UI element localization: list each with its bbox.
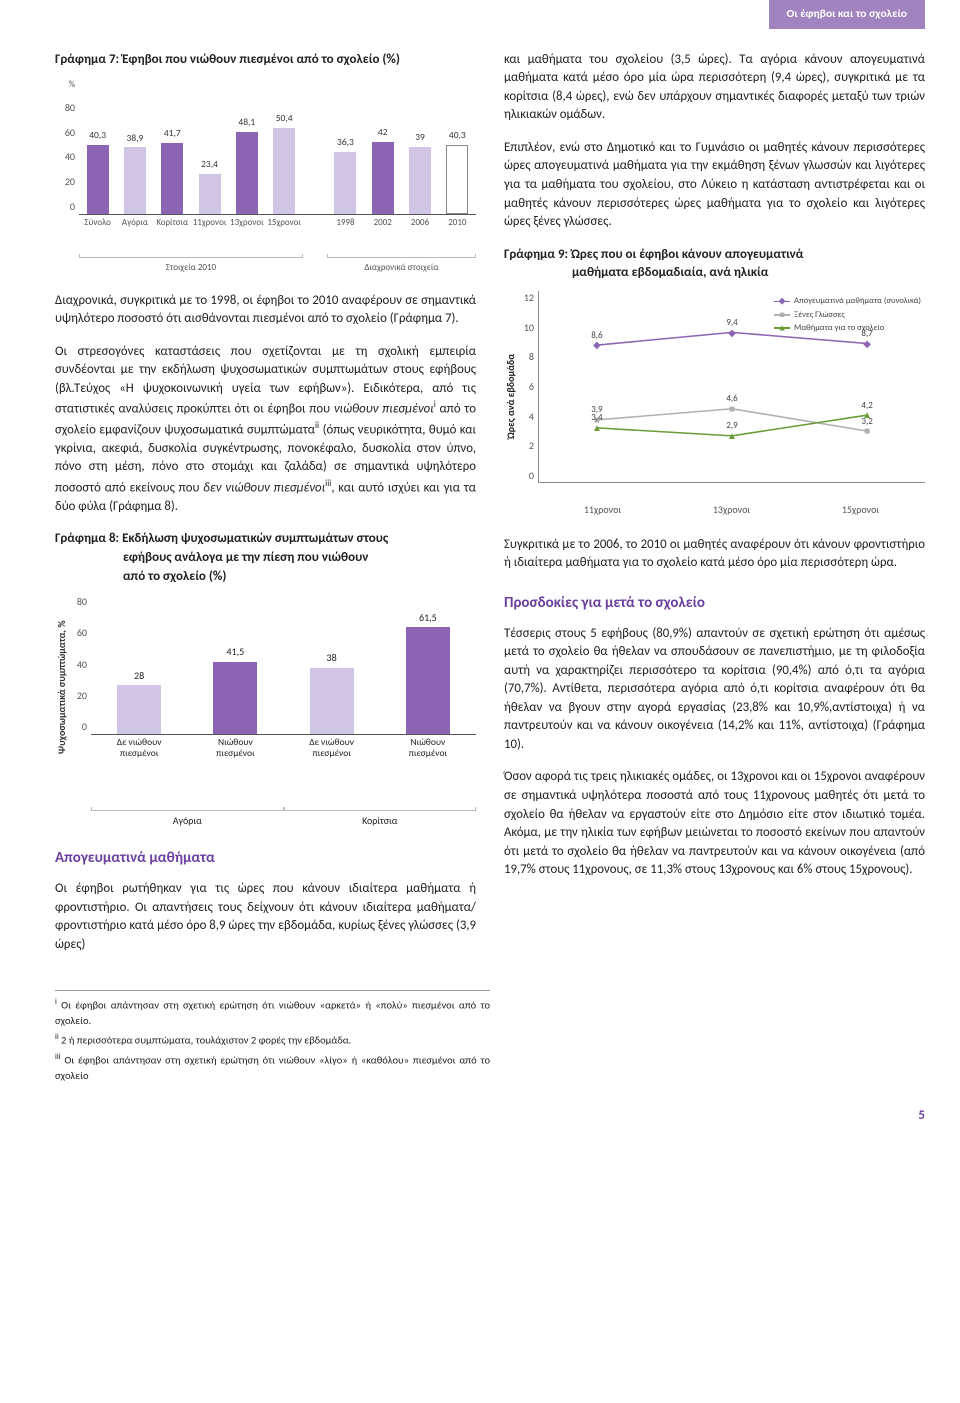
chart7-bar: 40,3Σύνολο [87,78,109,214]
chart8-bar: 41,5Νιώθουνπιεσμένοι [187,595,283,734]
page-number: 5 [55,1107,925,1126]
chart7-bar: 23,411χρονοι [199,78,221,214]
chart7-bar: 422002 [372,78,394,214]
chart8-group-boys: Αγόρια [91,810,284,829]
chart7-bar: 50,415χρονοι [273,78,295,214]
para-r3: Συγκριτικά με το 2006, το 2010 οι μαθητέ… [504,536,925,573]
chart8: Ψυχοσωματικά συμπτώματα, % 80 60 40 20 0… [55,595,476,829]
chart9: Ώρες ανά εβδομάδα 12 10 8 6 4 2 0 ◆Απογε… [504,291,925,518]
para-c7-2: Οι στρεσογόνες καταστάσεις που σχετίζοντ… [55,343,476,517]
para-r1: και μαθήματα του σχολείου (3,5 ώρες). Τα… [504,51,925,125]
chart7-right-label: Διαχρονικά στοιχεία [327,257,476,274]
chart9-title: Γράφημα 9: Ώρες που οι έφηβοι κάνουν απο… [504,246,925,284]
chart8-yaxis: 80 60 40 20 0 [69,595,91,780]
para-afternoon-1: Οι έφηβοι ρωτήθηκαν για τις ώρες που κάν… [55,880,476,954]
left-column: Γράφημα 7: Έφηβοι που νιώθουν πιεσμένοι … [55,51,476,969]
chart8-group-girls: Κορίτσια [284,810,477,829]
chart8-bar: 38Δε νιώθουνπιεσμένοι [284,595,380,734]
chart9-xaxis: 11χρονοι 13χρονοι 15χρονοι [538,503,925,518]
chart7-bar: 40,32010 [446,78,468,214]
chart8-bar: 61,5Νιώθουνπιεσμένοι [380,595,476,734]
chart7-bar: 36,31998 [334,78,356,214]
section-afternoon-title: Απογευματινά μαθήματα [55,848,476,870]
chart9-ylabel: Ώρες ανά εβδομάδα [504,291,518,501]
chart8-title: Γράφημα 8: Εκδήλωση ψυχοσωματικών συμπτω… [55,530,476,587]
para-r2: Επιπλέον, ενώ στο Δημοτικό και το Γυμνάσ… [504,139,925,232]
chart7-title: Γράφημα 7: Έφηβοι που νιώθουν πιεσμένοι … [55,51,476,70]
chart8-ylabel: Ψυχοσωματικά συμπτώματα, % [55,595,69,780]
para-c7-1: Διαχρονικά, συγκριτικά με το 1998, οι έφ… [55,292,476,329]
chart7-bar: 38,9Αγόρια [124,78,146,214]
chart7-bar: 48,113χρονοι [236,78,258,214]
chart7-yaxis: % 80 60 40 20 0 [55,78,79,243]
right-column: και μαθήματα του σχολείου (3,5 ώρες). Τα… [504,51,925,969]
chart7: % 80 60 40 20 0 40,3Σύνολο 38,9Αγόρια 41,7… [55,78,476,274]
para-r4: Τέσσερις στους 5 εφήβους (80,9%) απαντού… [504,625,925,755]
chart9-yaxis: 12 10 8 6 4 2 0 [518,291,538,501]
header-tab: Οι έφηβοι και το σχολείο [769,0,925,29]
footnotes: i Οι έφηβοι απάντησαν στη σχετική ερώτησ… [55,990,490,1083]
chart7-left-label: Στοιχεία 2010 [79,257,303,274]
section-expectations-title: Προσδοκίες για μετά το σχολείο [504,593,925,615]
chart8-bar: 28Δε νιώθουνπιεσμένοι [91,595,187,734]
chart7-bar: 392006 [409,78,431,214]
chart7-bar: 41,7Κορίτσια [161,78,183,214]
para-r5: Όσον αφορά τις τρεις ηλικιακές ομάδες, ο… [504,768,925,879]
